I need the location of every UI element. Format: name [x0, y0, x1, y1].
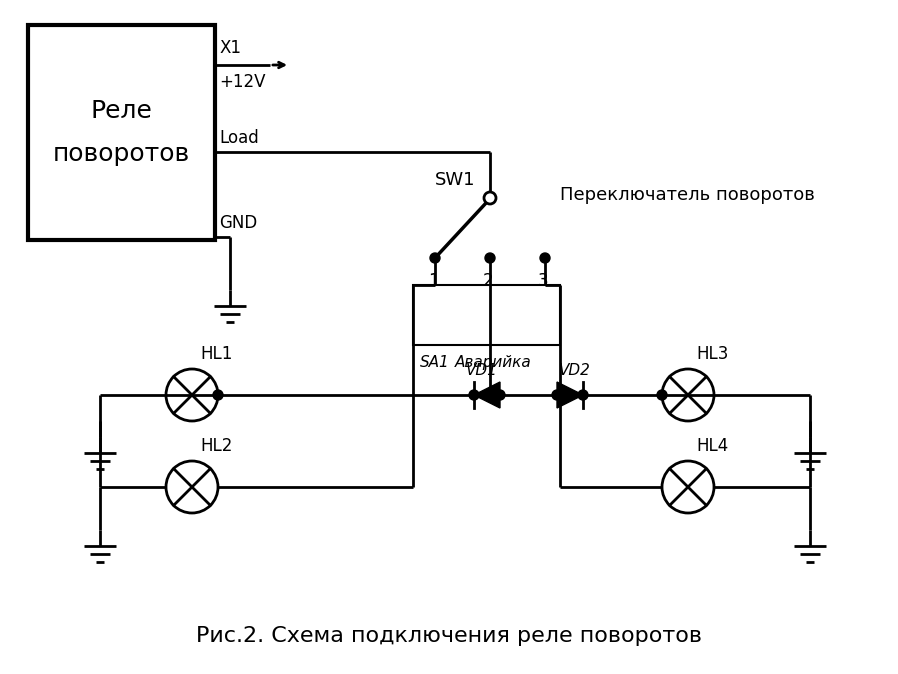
Text: X1: X1: [219, 39, 241, 57]
Text: 3: 3: [538, 272, 549, 290]
Text: Рис.2. Схема подключения реле поворотов: Рис.2. Схема подключения реле поворотов: [196, 626, 702, 646]
Circle shape: [495, 390, 505, 400]
Text: 2: 2: [483, 272, 493, 290]
Text: HL1: HL1: [200, 345, 233, 363]
Polygon shape: [474, 382, 500, 408]
Circle shape: [485, 253, 495, 263]
Circle shape: [469, 390, 479, 400]
Text: +12V: +12V: [219, 73, 266, 91]
Text: Реле: Реле: [91, 98, 153, 123]
Polygon shape: [557, 382, 583, 408]
Text: GND: GND: [219, 214, 257, 232]
Text: Переключатель поворотов: Переключатель поворотов: [560, 186, 814, 204]
Bar: [28, 25, 215, 240]
Circle shape: [578, 390, 588, 400]
Text: VD2: VD2: [559, 363, 591, 378]
Text: VD1: VD1: [466, 363, 497, 378]
Text: Load: Load: [219, 129, 259, 147]
Text: Аварийка: Аварийка: [455, 355, 532, 370]
Bar: [413, 285, 560, 345]
Circle shape: [657, 390, 667, 400]
Text: SA1: SA1: [420, 355, 450, 370]
Circle shape: [213, 390, 223, 400]
Text: HL2: HL2: [200, 437, 233, 455]
Circle shape: [552, 390, 562, 400]
Text: поворотов: поворотов: [53, 142, 190, 166]
Circle shape: [484, 192, 496, 204]
Circle shape: [430, 253, 440, 263]
Text: 1: 1: [427, 272, 438, 290]
Text: HL3: HL3: [696, 345, 728, 363]
Text: SW1: SW1: [435, 171, 476, 189]
Text: HL4: HL4: [696, 437, 728, 455]
Circle shape: [485, 390, 495, 400]
Circle shape: [540, 253, 550, 263]
